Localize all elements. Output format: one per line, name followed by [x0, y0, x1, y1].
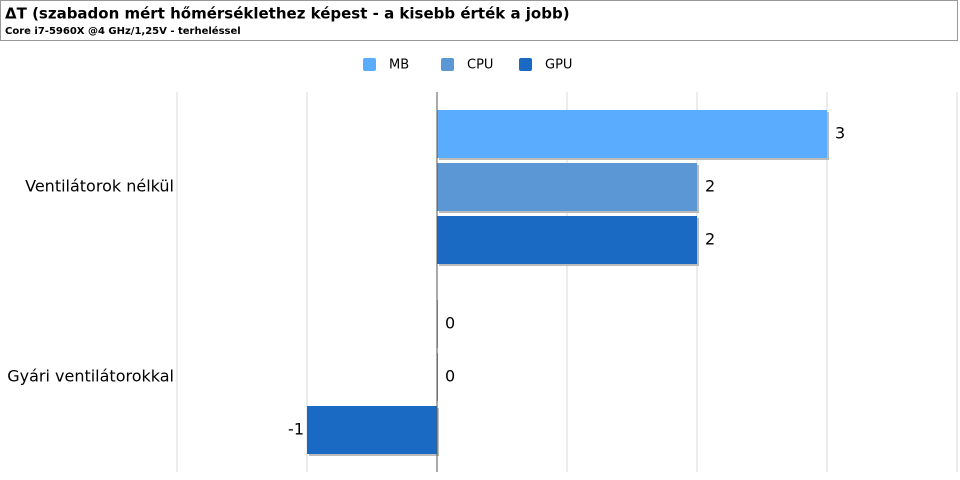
y-tick-label: Ventilátorok nélkül [25, 177, 174, 196]
y-tick-label: Gyári ventilátorokkal [7, 367, 174, 386]
legend-label: CPU [467, 58, 493, 73]
value-label: 2 [705, 177, 715, 196]
legend-swatch [519, 58, 532, 71]
bar [437, 110, 827, 158]
legend-label: GPU [545, 58, 572, 73]
bar [437, 216, 697, 264]
value-label: 3 [835, 124, 845, 143]
bar [307, 406, 437, 454]
chart-title: ΔT (szabadon mért hőmérséklethez képest … [5, 5, 570, 23]
title-box [0, 0, 958, 41]
legend-swatch [441, 58, 454, 71]
value-label: 0 [445, 314, 455, 333]
value-label: 0 [445, 367, 455, 386]
value-label: -1 [288, 420, 304, 439]
legend-swatch [363, 58, 376, 71]
bar [437, 163, 697, 211]
chart-subtitle: Core i7-5960X @4 GHz/1,25V - terheléssel [5, 25, 241, 37]
value-label: 2 [705, 230, 715, 249]
legend-label: MB [389, 58, 409, 73]
